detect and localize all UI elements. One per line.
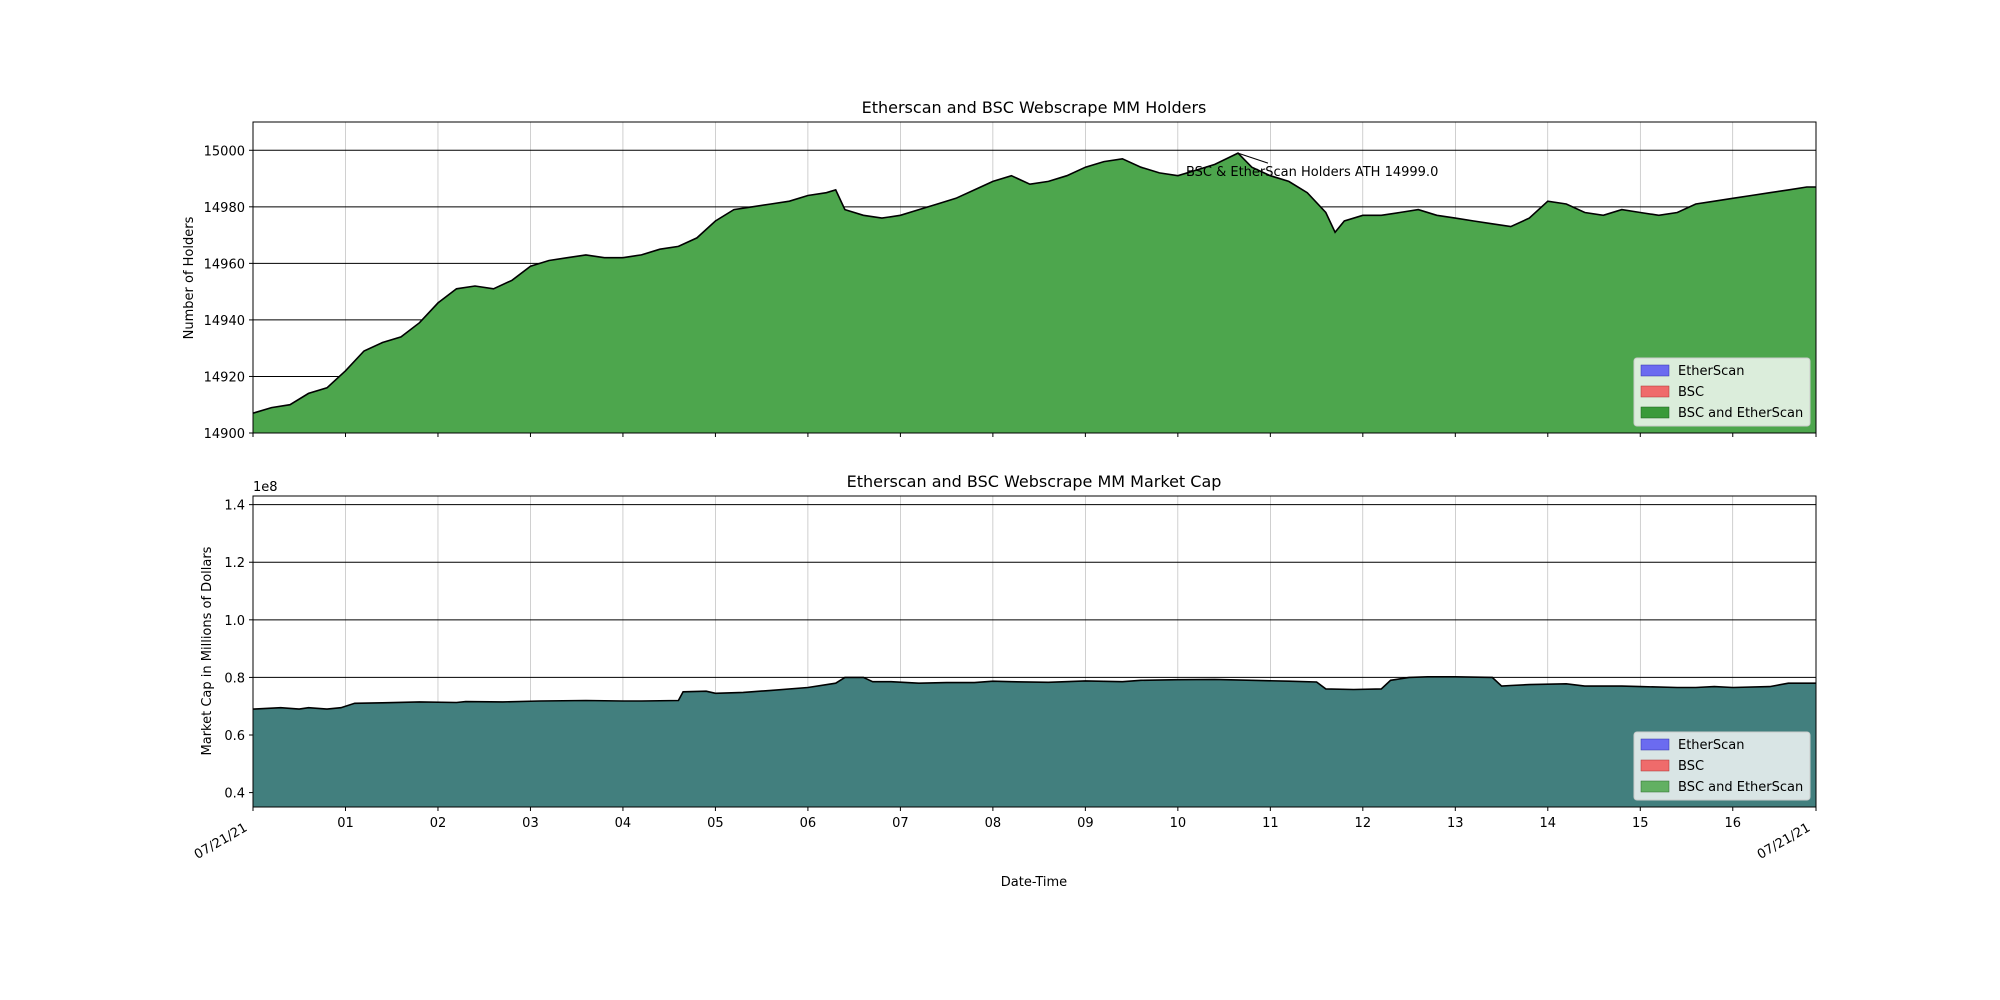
x-tick-label: 12 [1355,816,1372,831]
x-tick-label: 15 [1632,816,1649,831]
legend-swatch-bsc-and-etherscan [1640,780,1670,793]
market-cap-chart-title: Etherscan and BSC Webscrape MM Market Ca… [847,472,1222,491]
market-cap-area [252,676,1816,807]
annotation-arrow [1237,152,1269,164]
legend-swatch-etherscan [1640,738,1670,751]
x-tick-label: 08 [985,816,1002,831]
market-cap-x-ticks: 01 02 03 04 05 06 07 08 09 10 11 12 13 14 15 16 [252,807,1817,831]
x-tick-label: 10 [1170,816,1187,831]
holders-x-ticks [252,433,1817,437]
x-tick-label: 11 [1262,816,1279,831]
x-tick-label: 04 [615,816,632,831]
y-offset-text: 1e8 [253,480,278,495]
x-tick-label: 14 [1540,816,1557,831]
legend-label-bsc-and-etherscan: BSC and EtherScan [1678,780,1803,795]
y-tick-label: 15000 [204,144,245,159]
y-tick-label: 14940 [204,314,245,329]
legend-swatch-etherscan [1640,364,1670,377]
legend-label-bsc: BSC [1678,385,1704,400]
holders-chart-title: Etherscan and BSC Webscrape MM Holders [862,98,1207,117]
legend-label-bsc-and-etherscan: BSC and EtherScan [1678,406,1803,421]
market-cap-axes-frame [252,495,1817,808]
y-tick-label: 1.0 [224,614,245,629]
holders-y-ticks: 14900 14920 14940 14960 14980 15000 [204,144,253,442]
market-cap-legend: EtherScan BSC BSC and EtherScan [1633,731,1811,801]
legend-box [1633,731,1811,801]
y-tick-label: 14960 [204,257,245,272]
x-edge-label-right: 07/21/21 [1755,820,1813,862]
legend-label-bsc: BSC [1678,759,1704,774]
market-cap-y-ticks: 0.4 0.6 0.8 1.0 1.2 1.4 [224,499,253,802]
y-tick-label: 14900 [204,427,245,442]
x-edge-label-left: 07/21/21 [192,820,250,862]
market-cap-chart: Etherscan and BSC Webscrape MM Market Ca… [192,472,1817,890]
x-axis-label: Date-Time [1001,875,1067,890]
x-tick-label: 01 [337,816,354,831]
legend-swatch-bsc [1640,759,1670,772]
x-tick-label: 05 [707,816,724,831]
y-tick-label: 1.4 [224,499,245,514]
area-fill [253,676,1816,807]
legend-box [1633,357,1811,427]
holders-ath-annotation: BSC & EtherScan Holders ATH 14999.0 [1186,152,1438,180]
x-tick-label: 02 [430,816,447,831]
holders-y-axis-label: Number of Holders [182,216,197,339]
holders-chart: Etherscan and BSC Webscrape MM Holders 1… [182,98,1817,442]
series-line [252,676,1816,710]
holders-area [252,152,1816,433]
y-tick-label: 14980 [204,201,245,216]
x-tick-label: 07 [892,816,909,831]
annotation-text: BSC & EtherScan Holders ATH 14999.0 [1186,165,1438,180]
legend-swatch-bsc-and-etherscan [1640,406,1670,419]
legend-swatch-bsc [1640,385,1670,398]
x-tick-label: 13 [1447,816,1464,831]
series-line [252,152,1816,414]
area-fill [253,153,1816,433]
y-tick-label: 0.6 [224,729,245,744]
legend-label-etherscan: EtherScan [1678,738,1745,753]
legend-label-etherscan: EtherScan [1678,364,1745,379]
x-tick-label: 09 [1077,816,1094,831]
holders-axes-frame [252,121,1817,434]
y-tick-label: 0.4 [224,787,245,802]
y-tick-label: 14920 [204,370,245,385]
y-tick-label: 1.2 [224,556,245,571]
market-cap-y-axis-label: Market Cap in Millions of Dollars [200,546,215,755]
x-tick-label: 16 [1724,816,1741,831]
holders-legend: EtherScan BSC BSC and EtherScan [1633,357,1811,427]
y-tick-label: 0.8 [224,671,245,686]
x-tick-label: 03 [522,816,539,831]
x-tick-label: 06 [800,816,817,831]
